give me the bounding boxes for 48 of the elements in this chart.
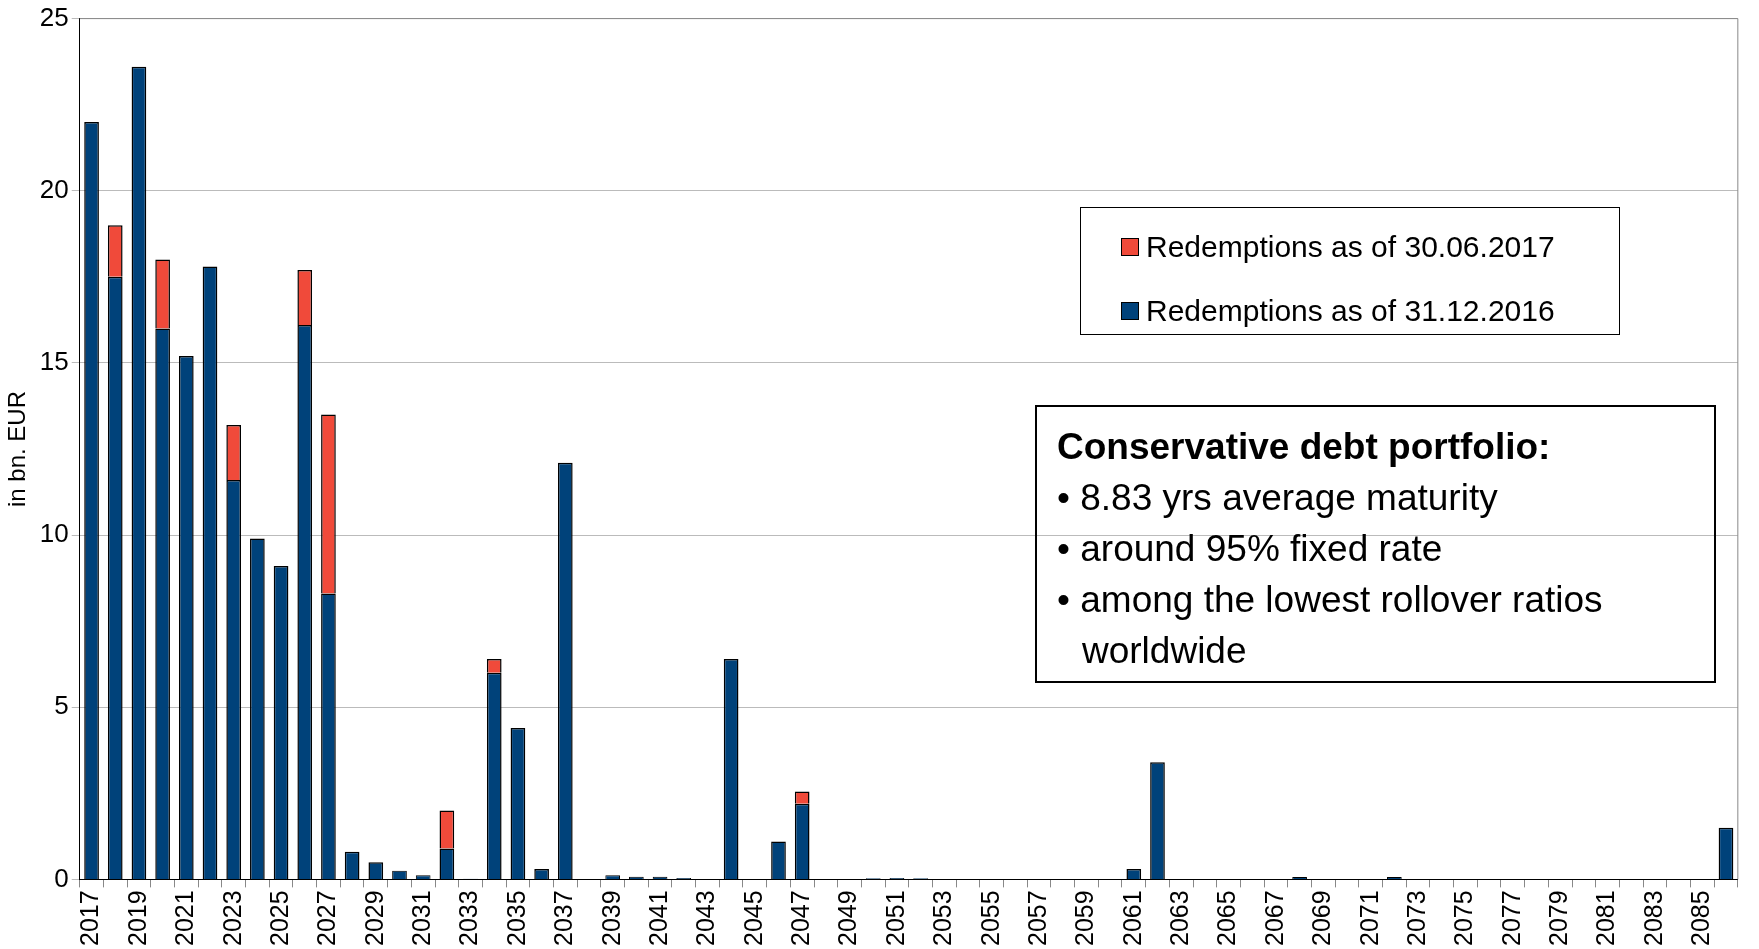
x-tick-label: 2041	[643, 890, 672, 947]
legend-label: Redemptions as of 30.06.2017	[1145, 229, 1556, 265]
x-tick-label: 2059	[1070, 890, 1099, 947]
x-tick-label: 2023	[217, 890, 246, 947]
x-tick-label: 2073	[1401, 890, 1430, 947]
y-tick-label: 15	[39, 346, 69, 377]
y-tick-label: 5	[54, 690, 69, 721]
x-tick-label: 2047	[786, 890, 815, 947]
x-tick-label: 2053	[928, 890, 957, 947]
x-tick-label: 2061	[1117, 890, 1146, 947]
x-tick-label: 2081	[1591, 890, 1620, 947]
x-tick-label: 2017	[75, 890, 104, 947]
y-tick-label: 0	[54, 862, 69, 893]
x-tick-label: 2079	[1544, 890, 1573, 947]
x-tick-label: 2045	[738, 890, 767, 947]
annotation: Conservative debt portfolio:	[1057, 425, 1552, 469]
x-tick-label: 2083	[1638, 890, 1667, 947]
x-tick-label: 2021	[170, 890, 199, 947]
x-tick-label: 2055	[975, 890, 1004, 947]
x-tick-label: 2043	[691, 890, 720, 947]
x-tick-label: 2037	[549, 890, 578, 947]
x-tick-label: 2067	[1259, 890, 1288, 947]
x-tick-label: 2085	[1686, 890, 1715, 947]
y-axis-title: in bn. EUR	[3, 390, 31, 508]
x-tick-label: 2071	[1354, 890, 1383, 947]
annotation: • 8.83 yrs average maturity	[1057, 476, 1499, 520]
x-tick-label: 2075	[1449, 890, 1478, 947]
y-tick-label: 20	[39, 173, 69, 204]
y-tick-label: 25	[39, 1, 69, 32]
x-tick-label: 2063	[1165, 890, 1194, 947]
x-tick-label: 2025	[264, 890, 293, 947]
x-tick-label: 2027	[312, 890, 341, 947]
x-tick-label: 2069	[1307, 890, 1336, 947]
x-tick-label: 2077	[1496, 890, 1525, 947]
x-tick-label: 2029	[359, 890, 388, 947]
x-tick-label: 2019	[122, 890, 151, 947]
annotation: • around 95% fixed rate	[1057, 527, 1444, 571]
x-tick-label: 2057	[1022, 890, 1051, 947]
x-tick-label: 2039	[596, 890, 625, 947]
x-tick-label: 2031	[407, 890, 436, 947]
x-tick-label: 2033	[454, 890, 483, 947]
x-tick-label: 2051	[880, 890, 909, 947]
annotation: • among the lowest rollover ratios worldwide	[1057, 578, 1604, 673]
y-tick-label: 10	[39, 518, 69, 549]
x-tick-label: 2049	[833, 890, 862, 947]
x-tick-label: 2065	[1212, 890, 1241, 947]
legend-label: Redemptions as of 31.12.2016	[1145, 293, 1556, 329]
x-tick-label: 2035	[501, 890, 530, 947]
